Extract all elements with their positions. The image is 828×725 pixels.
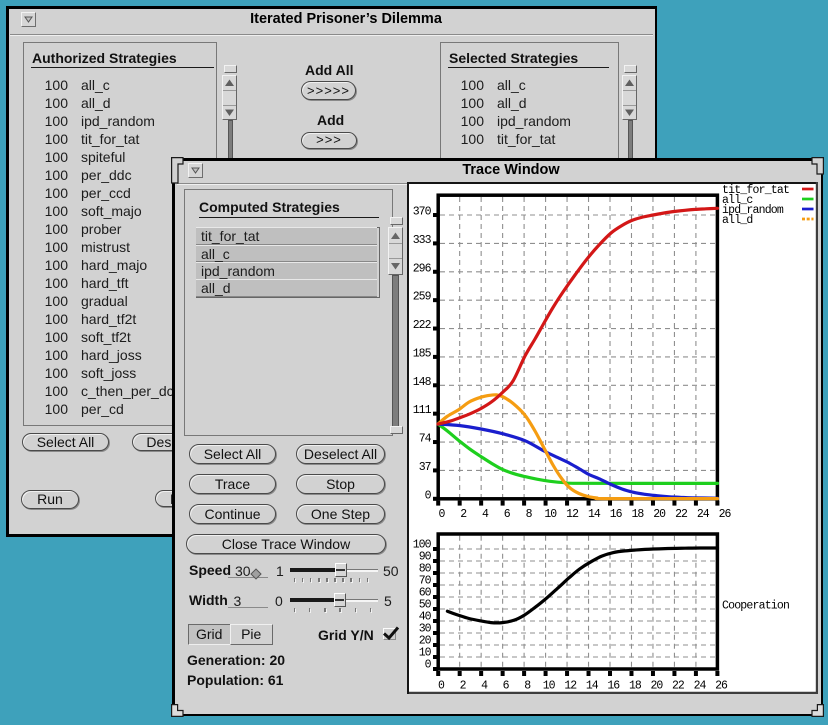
- svg-text:6: 6: [503, 680, 510, 693]
- svg-text:0: 0: [425, 659, 432, 672]
- svg-text:all_d: all_d: [722, 214, 753, 227]
- svg-text:4: 4: [482, 508, 489, 521]
- svg-text:2: 2: [460, 508, 467, 521]
- svg-text:22: 22: [675, 508, 688, 521]
- svg-text:6: 6: [504, 508, 511, 521]
- svg-text:80: 80: [419, 563, 432, 576]
- svg-text:37: 37: [419, 461, 431, 474]
- svg-text:90: 90: [419, 551, 432, 564]
- svg-text:2: 2: [460, 680, 467, 693]
- svg-text:22: 22: [672, 680, 685, 693]
- svg-text:370: 370: [413, 206, 432, 219]
- svg-text:222: 222: [413, 319, 432, 332]
- svg-text:10: 10: [543, 680, 556, 693]
- svg-text:12: 12: [564, 680, 577, 693]
- svg-text:20: 20: [419, 635, 432, 648]
- svg-text:26: 26: [719, 508, 732, 521]
- svg-text:100: 100: [413, 539, 432, 552]
- svg-text:0: 0: [438, 680, 445, 693]
- svg-text:tit_for_tat: tit_for_tat: [722, 184, 789, 197]
- svg-text:ipd_random: ipd_random: [722, 204, 784, 217]
- svg-text:24: 24: [697, 508, 710, 521]
- svg-text:111: 111: [413, 404, 432, 417]
- svg-text:0: 0: [425, 489, 432, 502]
- svg-text:148: 148: [413, 376, 432, 389]
- svg-text:14: 14: [586, 680, 599, 693]
- svg-text:40: 40: [419, 611, 432, 624]
- svg-text:333: 333: [413, 234, 432, 247]
- svg-text:296: 296: [413, 262, 432, 275]
- svg-text:74: 74: [419, 433, 432, 446]
- svg-text:12: 12: [566, 508, 579, 521]
- svg-text:185: 185: [413, 347, 432, 360]
- svg-text:8: 8: [526, 508, 533, 521]
- svg-text:16: 16: [607, 680, 620, 693]
- svg-text:20: 20: [650, 680, 663, 693]
- svg-text:14: 14: [588, 508, 601, 521]
- svg-text:10: 10: [544, 508, 557, 521]
- svg-text:18: 18: [632, 508, 645, 521]
- svg-text:259: 259: [413, 291, 432, 304]
- svg-text:30: 30: [419, 623, 432, 636]
- svg-text:4: 4: [481, 680, 488, 693]
- svg-text:Cooperation: Cooperation: [722, 599, 789, 612]
- svg-text:0: 0: [438, 508, 445, 521]
- svg-text:16: 16: [610, 508, 623, 521]
- svg-text:10: 10: [419, 647, 432, 660]
- svg-text:8: 8: [524, 680, 531, 693]
- svg-text:18: 18: [629, 680, 642, 693]
- svg-text:60: 60: [419, 587, 432, 600]
- svg-text:20: 20: [653, 508, 666, 521]
- svg-text:all_c: all_c: [722, 194, 753, 207]
- svg-text:50: 50: [419, 599, 432, 612]
- svg-text:24: 24: [694, 680, 707, 693]
- svg-text:70: 70: [419, 575, 432, 588]
- svg-text:26: 26: [715, 680, 728, 693]
